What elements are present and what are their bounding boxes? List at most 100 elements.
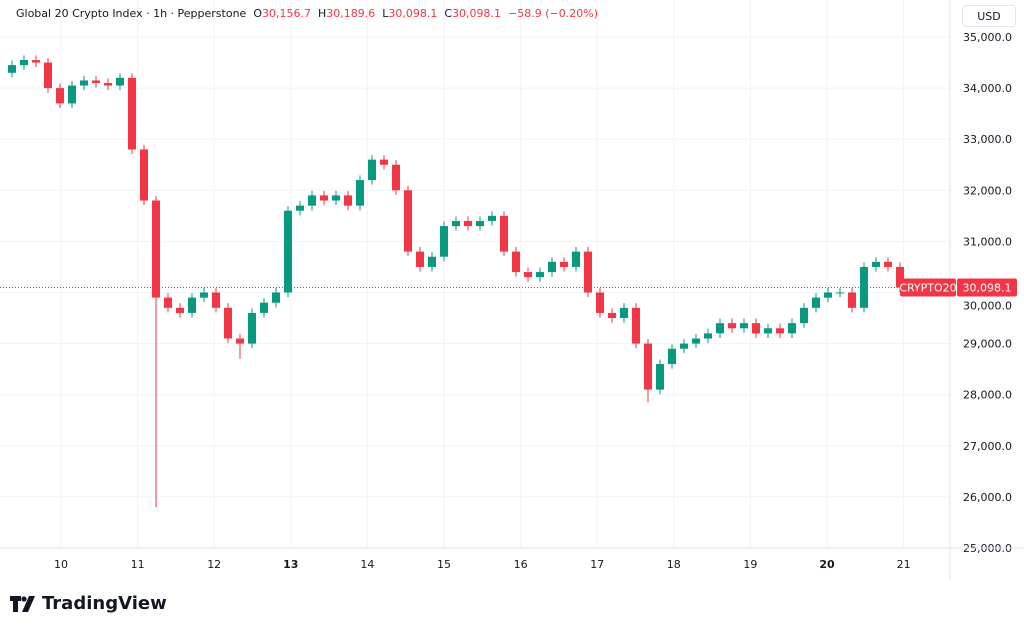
candle-body bbox=[128, 77, 136, 150]
candle-body bbox=[152, 200, 160, 298]
y-tick-label: 29,000.0 bbox=[963, 338, 1012, 351]
high-value: 30,189.6 bbox=[326, 7, 376, 20]
candle-body bbox=[764, 328, 772, 334]
close-label: C bbox=[444, 7, 453, 20]
candle-body bbox=[620, 307, 628, 319]
symbol-tag-bg bbox=[900, 278, 956, 297]
candle-body bbox=[260, 302, 268, 313]
candle-body bbox=[116, 77, 124, 86]
candle-body bbox=[536, 272, 544, 278]
candle-body bbox=[284, 210, 292, 293]
candle-body bbox=[848, 292, 856, 308]
candle-body bbox=[524, 272, 532, 278]
x-tick-label: 20 bbox=[819, 558, 835, 571]
candle-body bbox=[92, 80, 100, 83]
candle-body bbox=[356, 180, 364, 206]
candle-body bbox=[236, 338, 244, 344]
candle-body bbox=[344, 195, 352, 206]
candle-body bbox=[512, 251, 520, 273]
candle-body bbox=[812, 297, 820, 308]
symbol-tag: CRYPTO20 bbox=[899, 281, 956, 294]
x-tick-label: 11 bbox=[131, 558, 145, 571]
candle-body bbox=[560, 261, 568, 267]
candle-body bbox=[56, 88, 64, 104]
change-value: −58.9 (−0.20%) bbox=[508, 7, 598, 20]
candle-body bbox=[776, 328, 784, 334]
tradingview-logo-icon bbox=[10, 595, 35, 612]
candle-body bbox=[464, 220, 472, 227]
symbol-legend: Global 20 Crypto Index · 1h · Pepperston… bbox=[16, 7, 598, 20]
candle-body bbox=[716, 323, 724, 334]
y-tick-label: 31,000.0 bbox=[963, 235, 1012, 248]
x-tick-label: 14 bbox=[360, 558, 374, 571]
candle-body bbox=[380, 159, 388, 165]
last-price-tag-bg bbox=[957, 278, 1017, 297]
candle-body bbox=[872, 261, 880, 267]
candle-body bbox=[80, 80, 88, 86]
candle-body bbox=[596, 292, 604, 313]
candle-body bbox=[668, 348, 676, 365]
candle-body bbox=[308, 195, 316, 206]
candle-body bbox=[680, 343, 688, 349]
candle-body bbox=[392, 164, 400, 191]
high-label: H bbox=[317, 7, 327, 20]
candle-body bbox=[896, 266, 904, 288]
low-value: 30,098.1 bbox=[388, 7, 438, 20]
candle-body bbox=[584, 251, 592, 293]
candle-body bbox=[836, 292, 844, 294]
candle-body bbox=[644, 343, 652, 390]
candle-body bbox=[548, 261, 556, 273]
candle-body bbox=[500, 215, 508, 252]
candle-body bbox=[752, 323, 760, 334]
candle-body bbox=[212, 292, 220, 308]
y-tick-label: 26,000.0 bbox=[963, 491, 1012, 504]
candle-body bbox=[332, 195, 340, 201]
open-value: 30,156.7 bbox=[262, 7, 311, 20]
x-tick-label: 17 bbox=[590, 558, 604, 571]
candle-body bbox=[572, 251, 580, 267]
candle-body bbox=[608, 312, 616, 319]
candle-body bbox=[248, 312, 256, 344]
y-tick-label: 28,000.0 bbox=[963, 389, 1012, 402]
candle-body bbox=[224, 307, 232, 339]
candle-body bbox=[44, 62, 52, 89]
candle-body bbox=[296, 205, 304, 211]
open-label: O bbox=[253, 7, 262, 20]
price-chart[interactable]: 25,000.026,000.027,000.028,000.029,000.0… bbox=[0, 0, 1024, 580]
candle-body bbox=[416, 251, 424, 267]
candle-body bbox=[104, 82, 112, 86]
candle-body bbox=[692, 338, 700, 344]
x-tick-label: 12 bbox=[207, 558, 221, 571]
candle-body bbox=[488, 215, 496, 221]
candle-body bbox=[188, 297, 196, 313]
candle-body bbox=[272, 292, 280, 303]
candle-body bbox=[164, 297, 172, 308]
y-tick-label: 35,000.0 bbox=[963, 31, 1012, 44]
y-tick-label: 33,000.0 bbox=[963, 133, 1012, 146]
candle-body bbox=[32, 59, 40, 63]
candle-body bbox=[140, 149, 148, 201]
currency-button[interactable]: USD bbox=[962, 5, 1016, 27]
candle-body bbox=[200, 292, 208, 298]
candle-body bbox=[368, 159, 376, 181]
candle-body bbox=[176, 307, 184, 313]
candle-body bbox=[656, 364, 664, 390]
x-tick-label: 19 bbox=[743, 558, 757, 571]
x-tick-label: 21 bbox=[897, 558, 911, 571]
candle-body bbox=[440, 226, 448, 257]
candle-body bbox=[476, 220, 484, 227]
x-tick-label: 15 bbox=[437, 558, 451, 571]
candle-body bbox=[8, 65, 16, 73]
candle-body bbox=[788, 323, 796, 334]
x-tick-label: 18 bbox=[667, 558, 681, 571]
y-tick-label: 34,000.0 bbox=[963, 82, 1012, 95]
candle-body bbox=[428, 256, 436, 267]
low-label: L bbox=[382, 7, 389, 20]
candle-body bbox=[740, 323, 748, 329]
last-price-label: 30,098.1 bbox=[963, 281, 1012, 294]
tradingview-logo[interactable]: TradingView bbox=[10, 593, 167, 614]
candle-body bbox=[632, 307, 640, 344]
candle-body bbox=[68, 85, 76, 104]
candle-body bbox=[884, 261, 892, 267]
x-tick-label: 13 bbox=[283, 558, 298, 571]
